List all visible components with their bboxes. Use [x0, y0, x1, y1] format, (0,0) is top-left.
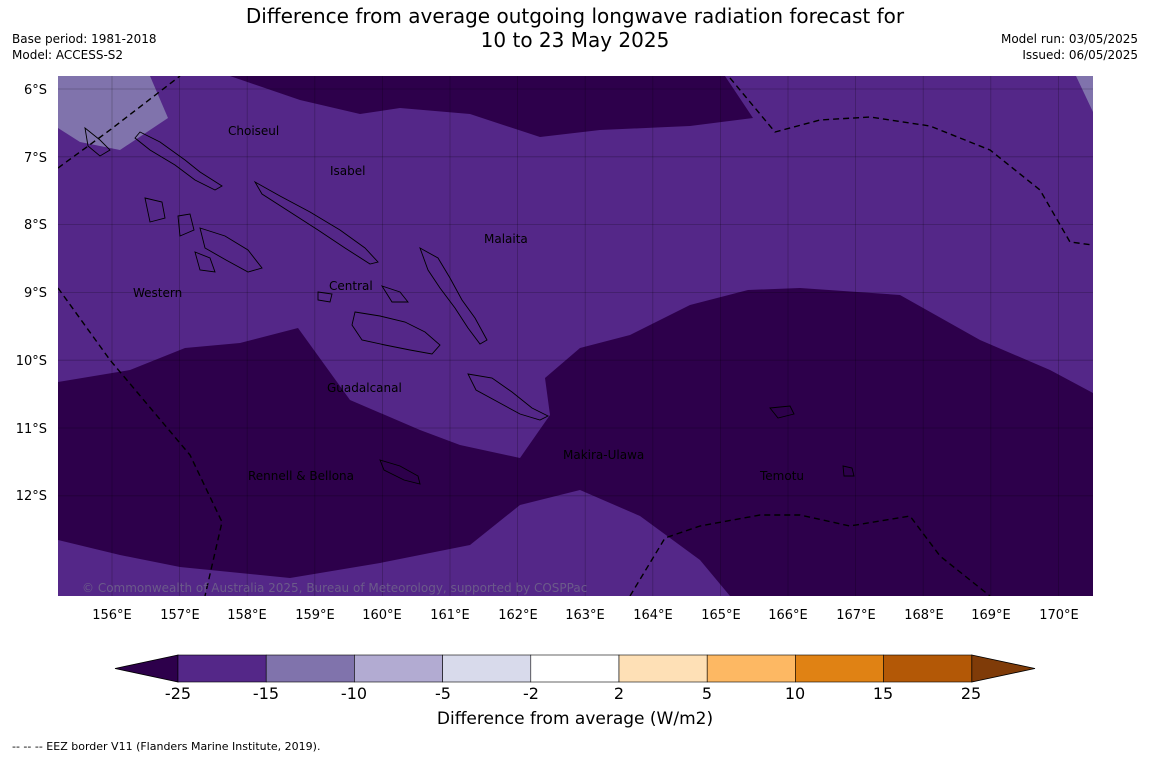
place-label-isabel: Isabel: [330, 164, 365, 178]
eez-border-ne: [729, 77, 1093, 246]
lon-label: 162°E: [498, 608, 538, 623]
place-label-central: Central: [329, 279, 373, 293]
colorbar-segment: [265, 654, 355, 683]
colorbar-tick: -10: [341, 684, 367, 703]
colorbar-segment: [706, 654, 796, 683]
lat-label: 6°S: [24, 83, 47, 98]
place-label-temotu: Temotu: [759, 469, 804, 483]
island-outlines: [84, 126, 855, 485]
island-temotu-1: [769, 405, 795, 419]
place-label-western: Western: [133, 286, 182, 300]
lon-label: 169°E: [971, 608, 1011, 623]
eez-border-se: [629, 514, 991, 596]
lat-label: 8°S: [24, 218, 47, 233]
colorbar-segment: [442, 654, 532, 683]
colorbar-extend-high: [971, 654, 1036, 683]
place-label-rennell-bellona: Rennell & Bellona: [248, 469, 354, 483]
lon-label: 164°E: [633, 608, 673, 623]
colorbar-segment: [354, 654, 443, 683]
longitude-labels: 156°E 157°E 158°E 159°E 160°E 161°E 162°…: [92, 608, 1079, 623]
island-choiseul: [134, 131, 223, 191]
colorbar-tick: -15: [253, 684, 279, 703]
eez-border-sw: [58, 287, 223, 596]
base-period: Base period: 1981-2018: [12, 32, 157, 46]
island-western-3: [199, 227, 263, 273]
meta-left: Base period: 1981-2018 Model: ACCESS-S2: [12, 31, 157, 63]
title-line-1: Difference from average outgoing longwav…: [245, 4, 905, 28]
colorbar-tick: 5: [702, 684, 712, 703]
island-makira: [467, 373, 550, 421]
colorbar-tick-labels: -25 -15 -10 -5 -2 2 5 10 15 25: [165, 684, 981, 703]
island-central-2: [380, 285, 409, 303]
lon-label: 157°E: [160, 608, 200, 623]
lon-label: 166°E: [768, 608, 808, 623]
place-labels: Choiseul Isabel Malaita Western Central …: [133, 124, 804, 483]
colorbar-segment: [618, 654, 708, 683]
lon-label: 156°E: [92, 608, 132, 623]
lon-label: 170°E: [1039, 608, 1079, 623]
lon-label: 167°E: [836, 608, 876, 623]
colorbar-tick: 15: [873, 684, 893, 703]
lat-label: 12°S: [16, 489, 47, 504]
colorbar-extend-low: [114, 654, 179, 683]
colorbar-tick: 25: [961, 684, 981, 703]
place-label-guadalcanal: Guadalcanal: [327, 381, 402, 395]
island-western-4: [194, 251, 216, 273]
island-guadalcanal: [351, 311, 441, 355]
colorbar-tick: -25: [165, 684, 191, 703]
latitude-labels: 6°S 7°S 8°S 9°S 10°S 11°S 12°S: [16, 83, 47, 504]
colorbar-tick: 10: [785, 684, 805, 703]
lon-label: 163°E: [565, 608, 605, 623]
copyright-notice: © Commonwealth of Australia 2025, Bureau…: [82, 581, 587, 595]
map-field: Choiseul Isabel Malaita Western Central …: [58, 76, 1093, 596]
lon-label: 161°E: [430, 608, 470, 623]
island-isabel: [253, 180, 379, 265]
band-below-minus25-south: [58, 288, 1093, 596]
island-western-2: [177, 213, 195, 237]
island-rennell: [379, 459, 421, 485]
colorbar-tick: -5: [435, 684, 451, 703]
island-western-1: [144, 197, 166, 223]
model-name: Model: ACCESS-S2: [12, 48, 124, 62]
forecast-map: Choiseul Isabel Malaita Western Central …: [16, 76, 1093, 703]
island-central-1: [317, 291, 333, 303]
place-label-choiseul: Choiseul: [228, 124, 279, 138]
island-temotu-2: [842, 465, 855, 477]
colorbar-segment: [883, 654, 973, 683]
lon-label: 165°E: [701, 608, 741, 623]
lon-label: 158°E: [227, 608, 267, 623]
colorbar-tick: -2: [523, 684, 539, 703]
graticule: [58, 76, 1093, 596]
lat-label: 11°S: [16, 422, 47, 437]
colorbar-segment: [177, 654, 267, 683]
map-title: Difference from average outgoing longwav…: [0, 4, 1150, 52]
island-bougainville: [84, 126, 111, 157]
model-run: Model run: 03/05/2025: [1000, 32, 1138, 46]
eez-footnote: -- -- -- EEZ border V11 (Flanders Marine…: [12, 740, 321, 753]
colorbar-segment: [530, 654, 620, 683]
meta-right: Model run: 03/05/2025 Issued: 06/05/2025: [1001, 31, 1138, 63]
lon-label: 159°E: [295, 608, 335, 623]
lat-label: 10°S: [16, 354, 47, 369]
lon-label: 160°E: [362, 608, 402, 623]
island-malaita: [419, 247, 488, 345]
band-minus15-minus10-east: [1076, 76, 1093, 112]
colorbar-segment: [795, 654, 884, 683]
colorbar: [114, 654, 1036, 683]
place-label-malaita: Malaita: [484, 232, 528, 246]
colorbar-label: Difference from average (W/m2): [436, 709, 714, 729]
eez-borders: [58, 76, 1093, 596]
lon-label: 168°E: [904, 608, 944, 623]
colorbar-tick: 2: [614, 684, 624, 703]
eez-border-nw: [58, 76, 181, 169]
title-line-2: 10 to 23 May 2025: [480, 28, 670, 52]
lat-label: 7°S: [24, 151, 47, 166]
issued-date: Issued: 06/05/2025: [1022, 48, 1138, 62]
band-below-minus25-north: [230, 76, 753, 137]
lat-label: 9°S: [24, 286, 47, 301]
place-label-makira-ulawa: Makira-Ulawa: [563, 448, 644, 462]
